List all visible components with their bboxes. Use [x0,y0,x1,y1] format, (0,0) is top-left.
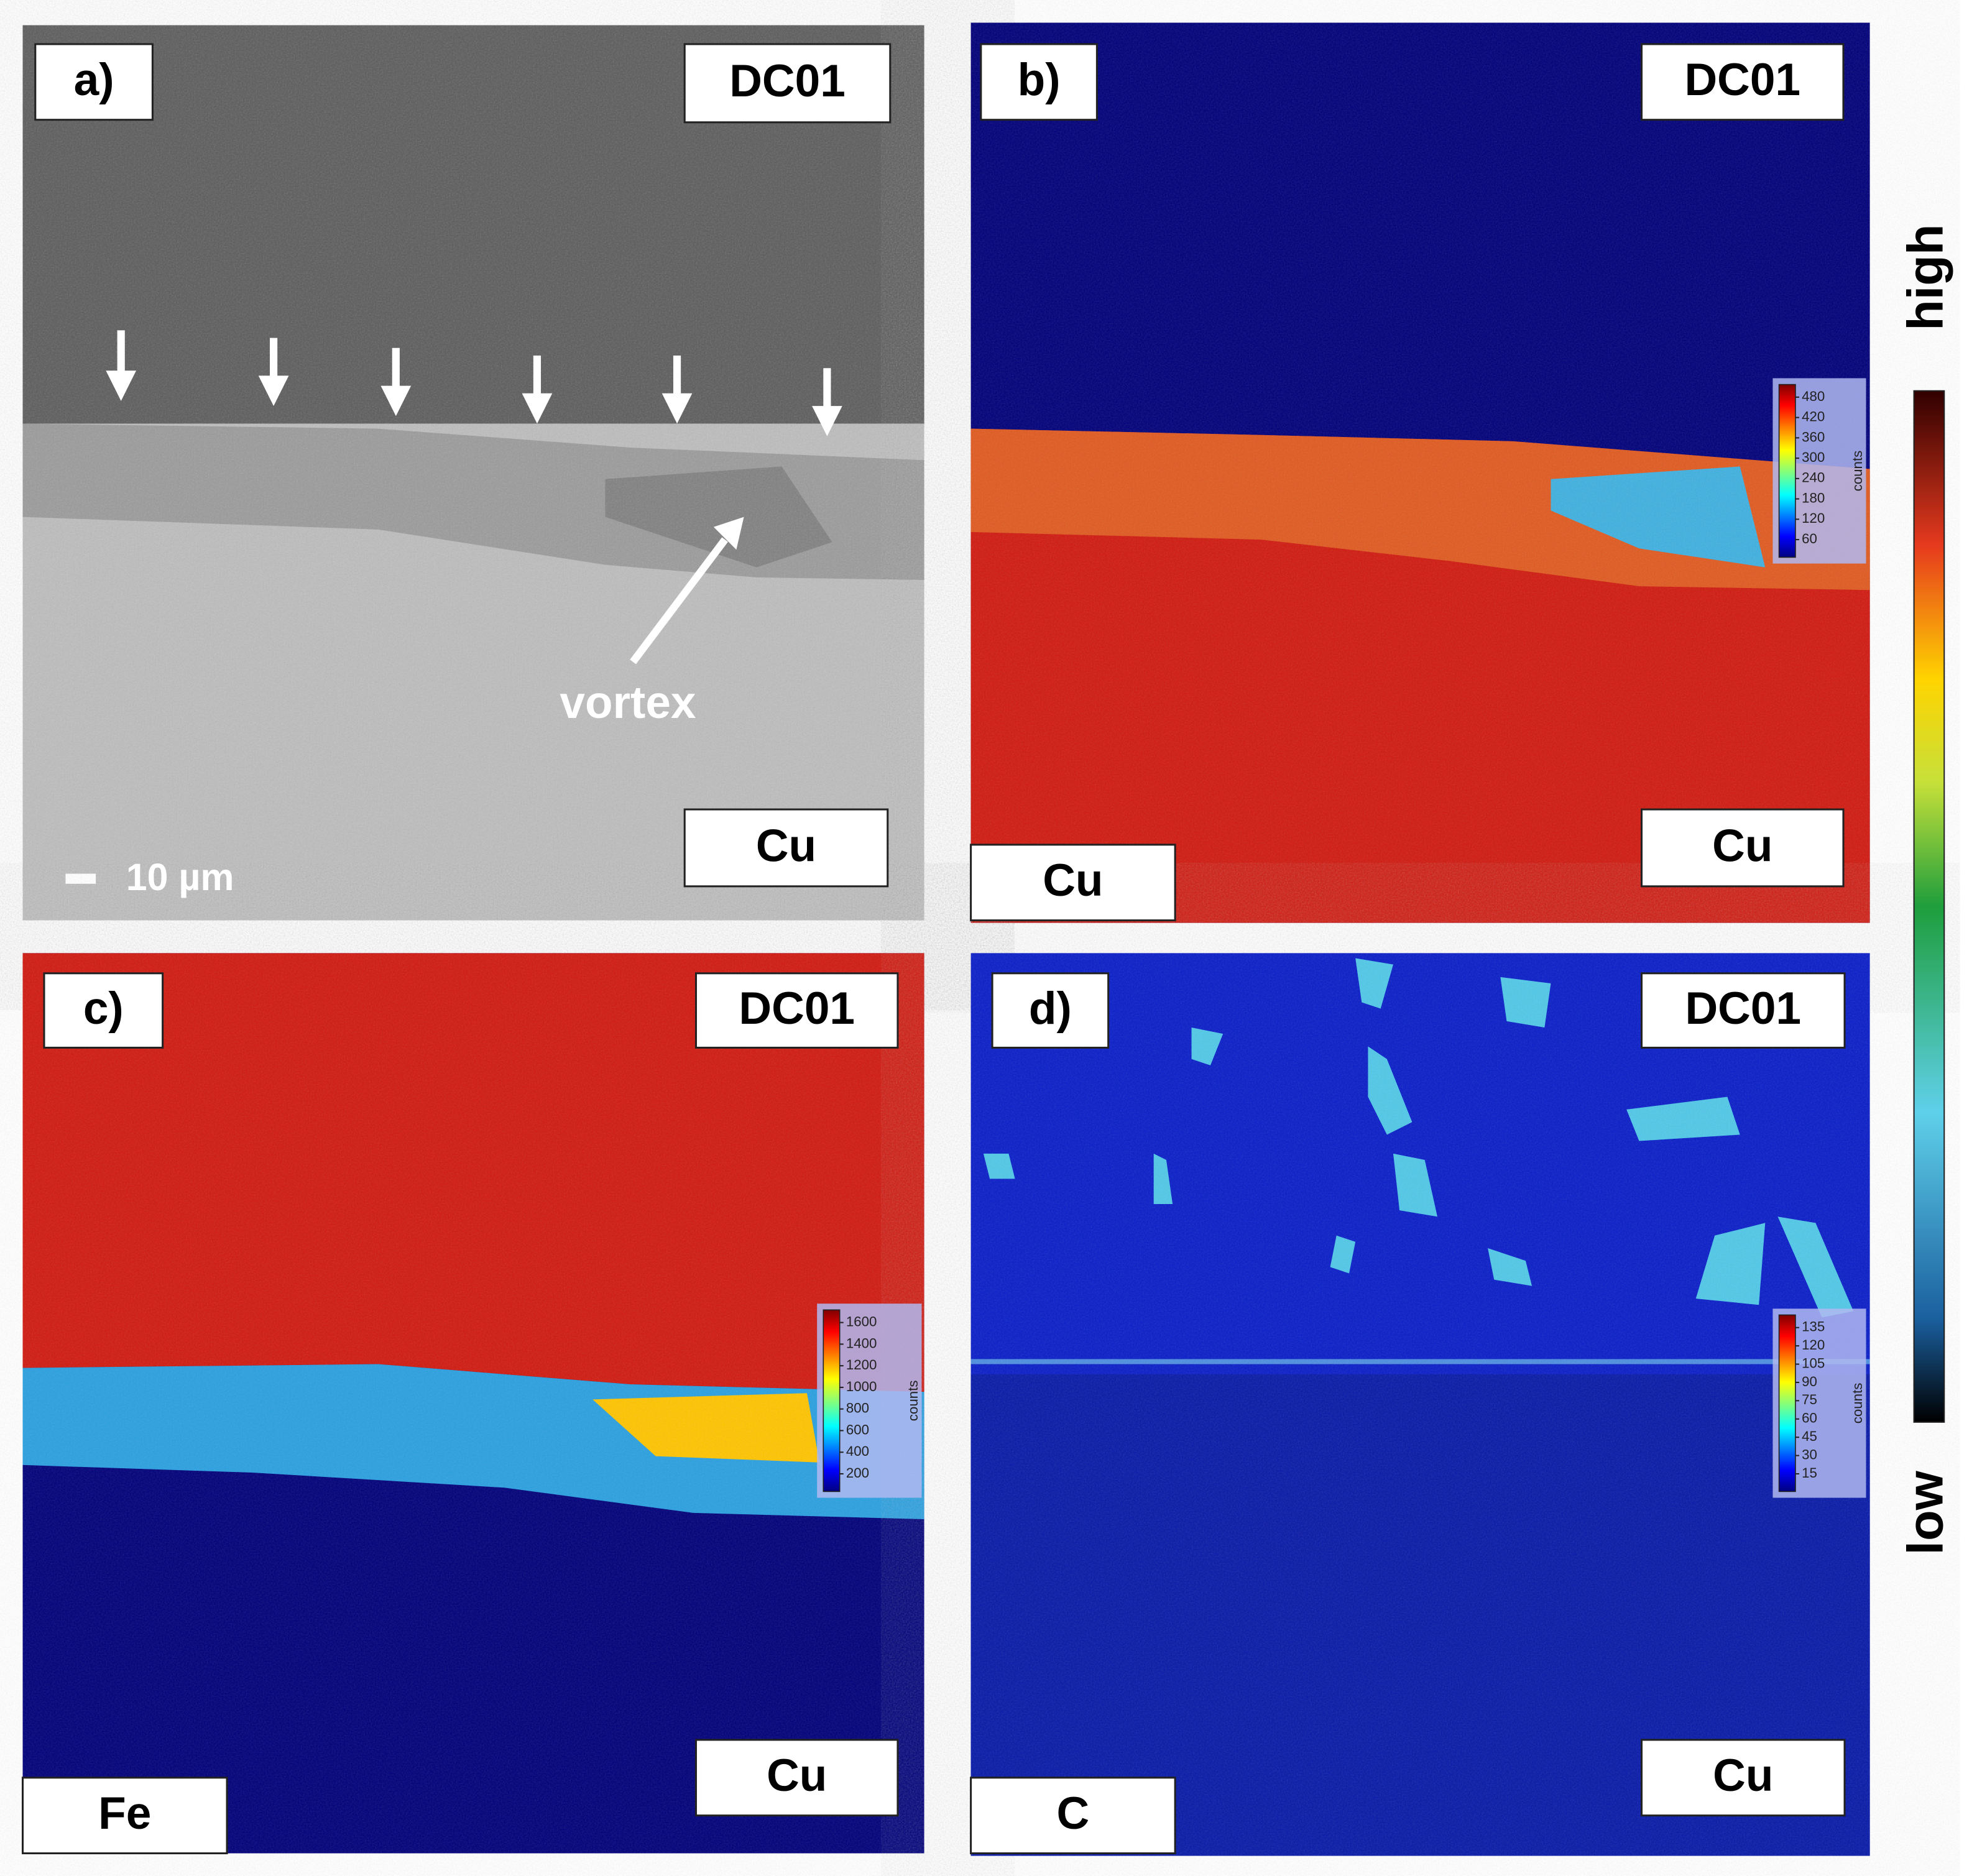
bottom-label-box [694,1739,899,1817]
element-label: C [1057,1788,1090,1839]
bottom-label: Cu [1712,821,1772,871]
scale-bar [65,873,96,884]
bottom-label-box [1641,808,1845,888]
element-label-box [970,844,1176,922]
colorbar-tick-label: 300 [1802,449,1825,465]
top-label: DC01 [739,983,855,1034]
element-label: Fe [98,1788,151,1839]
panel-label: d) [1029,983,1072,1034]
mini-colorbar [1778,1314,1796,1492]
top-label: DC01 [1684,55,1800,105]
colorbar-tick-label: 360 [1802,429,1825,444]
scale-bar-label: 10 µm [126,856,234,898]
top-label-box [1641,43,1845,121]
colorbar-tick-label: 15 [1802,1465,1817,1481]
panel-label: b) [1018,55,1061,105]
arrows [106,330,842,664]
top-label-box [1641,972,1846,1049]
panel-c-image [22,953,924,1854]
colorbar-tick-label: 1200 [846,1357,877,1373]
colorbar-tick-label: 1600 [846,1313,877,1329]
top-label-box [683,43,892,124]
colorbar-tick-label: 135 [1802,1319,1825,1335]
element-label-box [970,1777,1176,1855]
colorbar-tick-label: 200 [846,1465,869,1481]
panel-d-image [970,953,1870,1856]
mini-colorbar [1778,384,1796,558]
colorbar-tick-label: 800 [846,1400,869,1416]
colorbar-tick-label: 420 [1802,409,1825,425]
colorbar-tick-label: 480 [1802,389,1825,404]
panel-label: c) [83,983,124,1034]
colorbar-tick-label: 1400 [846,1335,877,1351]
colorbar-high: high [1897,224,1953,331]
colorbar-tick-label: 90 [1802,1374,1817,1389]
panel-label: a) [74,55,114,105]
panel-label-box [980,43,1098,121]
panel-label-box [34,43,154,121]
element-label-box [21,1777,228,1855]
top-label-box [694,972,899,1049]
mini-colorbar [823,1309,841,1492]
top-label: DC01 [729,56,846,106]
panel-labels: a) DC01 Cu 10 µm vortex b) DC01 Cu Cu 480 420 360 30… [21,43,1953,1855]
colorbar-tick-label: 105 [1802,1355,1825,1371]
colorbar-unit: counts [905,1381,921,1422]
colorbar-tick-label: 45 [1802,1428,1817,1444]
bottom-label-box [1641,1739,1846,1817]
colorbar-tick-label: 240 [1802,470,1825,485]
colorbar-tick-label: 75 [1802,1392,1817,1407]
colorbar-unit: counts [1850,451,1865,492]
element-label: Cu [1043,855,1103,906]
panel-label-box [991,972,1110,1049]
bottom-label: Cu [1713,1750,1773,1801]
panel-b-image [970,22,1870,923]
bottom-label: Cu [756,821,816,871]
colorbar-tick-label: 120 [1802,510,1825,526]
panel-a-image [22,25,924,921]
bottom-label: Cu [767,1750,827,1801]
colorbar-tick-label: 1000 [846,1379,877,1394]
colorbar-tick-label: 30 [1802,1446,1817,1462]
colorbar-tick-label: 60 [1802,531,1817,546]
panel-label-box [43,972,164,1049]
colorbar-low: low [1897,1470,1953,1555]
colorbar-tick-label: 600 [846,1422,869,1437]
colorbar-gradient [1913,390,1945,1423]
bottom-label-box [683,808,889,888]
colorbar-tick-label: 60 [1802,1410,1817,1426]
annotation: vortex [560,678,696,728]
colorbar-tick-label: 120 [1802,1337,1825,1353]
colorbar-tick-label: 400 [846,1443,869,1459]
top-label: DC01 [1685,983,1801,1034]
colorbar-tick-label: 180 [1802,490,1825,505]
colorbar-unit: counts [1850,1383,1865,1424]
